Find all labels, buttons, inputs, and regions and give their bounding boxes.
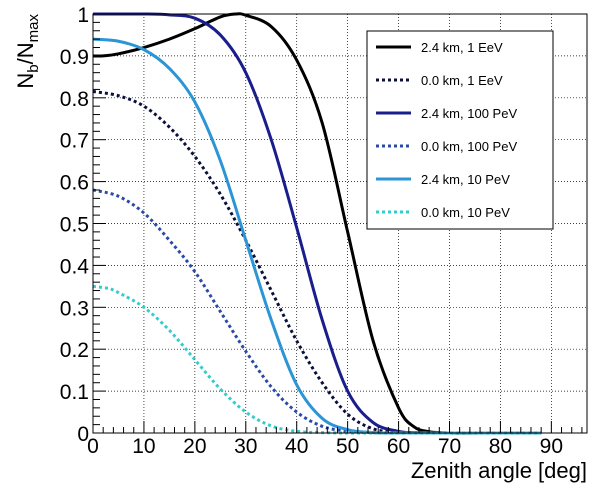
y-tick-label: 0.1 <box>60 381 89 404</box>
y-tick-label: 0.7 <box>60 130 89 153</box>
legend-label: 0.0 km, 1 EeV <box>421 73 503 88</box>
x-tick-label: 40 <box>285 435 308 458</box>
x-tick-label: 90 <box>540 435 563 458</box>
x-axis-title: Zenith angle [deg] <box>411 458 587 483</box>
y-axis-title-sub2: max <box>25 14 42 43</box>
y-tick-label: 0.4 <box>60 255 90 278</box>
y-tick-label: 0.5 <box>60 214 89 237</box>
y-tick-label: 0.9 <box>60 46 89 69</box>
y-axis-title-main: N <box>13 73 38 89</box>
series-line-6 <box>92 284 542 435</box>
y-tick-label: 0.2 <box>60 339 89 362</box>
y-axis-title-slash: /N <box>13 42 38 64</box>
legend: 2.4 km, 1 EeV 0.0 km, 1 EeV 2.4 km, 100 Pe… <box>366 30 554 230</box>
x-tick-label: 70 <box>438 435 461 458</box>
series-line-1 <box>92 12 542 435</box>
y-tick-label: 0.3 <box>60 297 89 320</box>
y-tick-label: 1 <box>77 4 89 27</box>
x-tick-label: 0 <box>87 435 99 458</box>
y-axis-title-sub1: b <box>25 64 42 72</box>
x-tick-label: 80 <box>489 435 512 458</box>
legend-label: 2.4 km, 10 PeV <box>421 172 510 187</box>
x-tick-label: 60 <box>387 435 410 458</box>
legend-label: 0.0 km, 100 PeV <box>421 139 517 154</box>
x-tick-label: 30 <box>234 435 257 458</box>
y-tick-label: 0.8 <box>60 88 89 111</box>
legend-label: 0.0 km, 10 PeV <box>421 205 510 220</box>
y-axis-title: Nb/Nmax <box>13 14 42 89</box>
x-tick-label: 10 <box>132 435 155 458</box>
legend-box <box>366 30 554 230</box>
legend-label: 2.4 km, 100 PeV <box>421 106 517 121</box>
x-tick-label: 20 <box>183 435 206 458</box>
y-tick-label: 0 <box>77 423 89 446</box>
y-tick-label: 0.6 <box>60 172 89 195</box>
tick-labels: 0 10 20 30 40 50 60 70 80 90 0 0.1 0.2 0.3 0.4 0.5 0.6 0.… <box>60 4 563 458</box>
ticks <box>92 13 583 434</box>
legend-label: 2.4 km, 1 EeV <box>421 40 503 55</box>
x-tick-label: 50 <box>336 435 359 458</box>
